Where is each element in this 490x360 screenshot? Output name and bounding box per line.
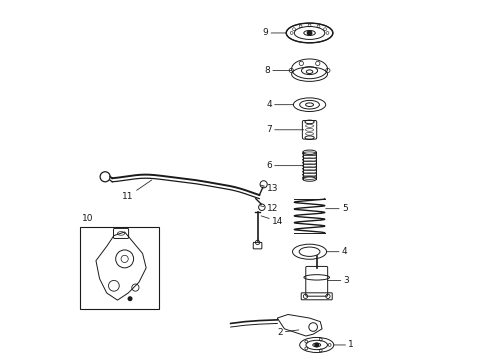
Text: 11: 11 [122, 180, 152, 201]
Bar [80, 226, 159, 309]
Text: 7: 7 [266, 125, 304, 134]
Circle shape [315, 343, 318, 347]
Text: 10: 10 [82, 214, 93, 223]
Text: 12: 12 [260, 204, 278, 213]
Text: 8: 8 [264, 66, 292, 75]
Circle shape [128, 297, 132, 301]
Text: 4: 4 [266, 100, 294, 109]
Text: 14: 14 [261, 216, 283, 226]
Text: 9: 9 [263, 28, 286, 37]
Text: 1: 1 [334, 341, 354, 350]
Circle shape [307, 31, 312, 35]
Text: 5: 5 [326, 204, 347, 213]
Text: 2: 2 [277, 328, 299, 337]
Text: 4: 4 [327, 247, 347, 256]
Text: 13: 13 [260, 184, 279, 193]
Text: 6: 6 [266, 161, 303, 170]
Text: 3: 3 [327, 276, 349, 285]
